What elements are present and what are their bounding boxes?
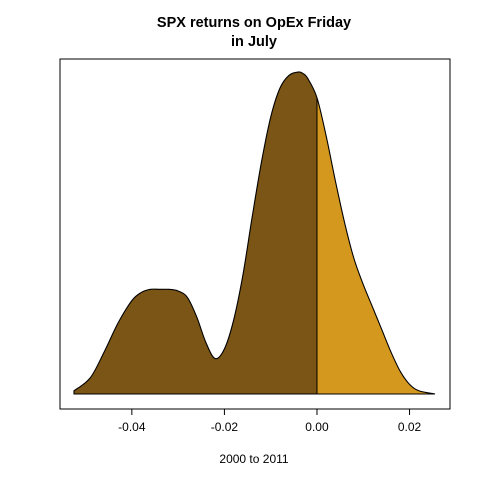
x-tick-label: 0.02 xyxy=(398,420,422,434)
x-tick-label: -0.04 xyxy=(118,420,146,434)
x-tick-label: -0.02 xyxy=(211,420,239,434)
chart-title-line1: SPX returns on OpEx Friday xyxy=(157,15,351,31)
x-axis-label: 2000 to 2011 xyxy=(219,452,289,466)
density-area-group xyxy=(73,71,436,395)
x-axis: -0.04 -0.02 0.00 0.02 xyxy=(118,409,422,434)
density-area-positive xyxy=(316,97,435,394)
chart-title-line2: in July xyxy=(231,34,277,50)
plot-frame xyxy=(59,58,451,410)
x-tick-label: 0.00 xyxy=(305,420,329,434)
density-curve-line xyxy=(73,71,436,395)
density-area-negative xyxy=(74,71,317,394)
